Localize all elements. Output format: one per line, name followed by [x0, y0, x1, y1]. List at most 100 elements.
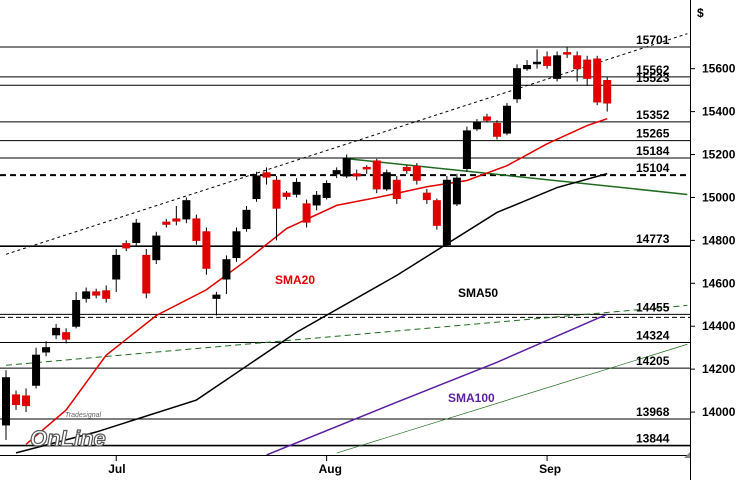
candle-body: [422, 192, 431, 201]
candle-body: [162, 221, 171, 225]
trendline: [5, 33, 688, 255]
candle-body: [322, 183, 331, 198]
candle-body: [32, 354, 41, 386]
moving-average: [266, 313, 608, 455]
candle-body: [172, 218, 181, 222]
candle-body: [22, 395, 31, 407]
candle-body: [503, 105, 511, 134]
resize-handle: [684, 452, 690, 458]
level-label: 13844: [636, 432, 670, 446]
candle-body: [392, 179, 401, 200]
candle-body: [332, 170, 341, 175]
candle-body: [72, 299, 81, 327]
candle-body: [262, 172, 271, 178]
level-label: 13968: [636, 405, 670, 419]
y-tick-label: 15000: [702, 190, 736, 204]
x-tick-label: Sep: [539, 462, 561, 476]
moving-average: [15, 172, 608, 454]
candle-body: [523, 64, 532, 70]
trendline: [346, 157, 688, 196]
candle-body: [533, 61, 542, 65]
candle-body: [112, 254, 121, 280]
candle-body: [2, 377, 10, 426]
level-label: 15352: [636, 108, 670, 122]
trendline: [336, 343, 688, 454]
y-tick-label: 14800: [702, 233, 736, 247]
candle-body: [42, 347, 51, 353]
candle-body: [142, 254, 151, 294]
candle-body: [82, 291, 91, 299]
candle-body: [192, 218, 201, 241]
candle-body: [553, 55, 562, 79]
series-label: SMA100: [448, 391, 495, 405]
candle-body: [472, 121, 481, 130]
watermark-brand: Tradesignal: [65, 412, 102, 419]
watermark-text: OnLine: [30, 426, 106, 451]
series-label: SMA20: [275, 273, 315, 287]
level-label: 15104: [636, 161, 670, 175]
candle-body: [432, 200, 441, 226]
y-axis-label: $: [697, 6, 704, 20]
series-label: SMA50: [458, 286, 498, 300]
candle-body: [412, 165, 421, 181]
candle-body: [402, 166, 411, 172]
y-tick-label: 14000: [702, 405, 736, 419]
candle-body: [232, 231, 241, 259]
candle-body: [292, 181, 301, 195]
candle-body: [152, 235, 161, 261]
candle-body: [62, 332, 71, 340]
plot-area: [0, 33, 690, 455]
x-tick-label: Aug: [319, 462, 342, 476]
level-label: 14205: [636, 354, 670, 368]
candle-body: [52, 327, 61, 336]
candle-body: [302, 203, 311, 223]
level-label: 15184: [636, 144, 670, 158]
candle-body: [12, 394, 21, 406]
candle-body: [452, 177, 461, 205]
level-label: 15701: [636, 33, 670, 47]
candle-body: [603, 79, 612, 104]
candle-body: [282, 192, 291, 197]
level-label: 15523: [636, 71, 670, 85]
x-tick-label: Jul: [108, 462, 125, 476]
level-label: 14773: [636, 232, 670, 246]
candle-body: [242, 209, 251, 230]
candle-body: [593, 58, 602, 103]
candle-body: [382, 172, 391, 190]
candle-body: [573, 55, 582, 70]
candle-body: [182, 200, 191, 220]
candle-body: [563, 52, 572, 55]
candle-body: [132, 222, 141, 244]
level-label: 14455: [636, 300, 670, 314]
candle-body: [543, 56, 552, 66]
candle-body: [122, 243, 131, 249]
candle-body: [372, 160, 381, 190]
candle-body: [312, 194, 321, 206]
candle-body: [462, 130, 471, 169]
candle-body: [492, 122, 501, 137]
trendline: [5, 304, 688, 366]
level-label: 14324: [636, 329, 670, 343]
candle-body: [362, 166, 371, 170]
candle-body: [583, 59, 592, 79]
candle-body: [513, 68, 522, 100]
candle-body: [272, 179, 281, 209]
y-tick-label: 15600: [702, 62, 736, 76]
candle-body: [482, 116, 491, 121]
level-label: 15265: [636, 127, 670, 141]
moving-average: [25, 117, 608, 445]
candle-body: [92, 291, 101, 296]
level-label: 15562: [636, 63, 670, 77]
y-tick-label: 14200: [702, 362, 736, 376]
candle-body: [222, 259, 231, 280]
y-tick-label: 14600: [702, 276, 736, 290]
y-tick-label: 15200: [702, 148, 736, 162]
candle-body: [212, 294, 221, 299]
candle-body: [342, 158, 351, 177]
y-tick-label: 15400: [702, 105, 736, 119]
candle-body: [252, 175, 261, 200]
y-tick-label: 14400: [702, 319, 736, 333]
candle-body: [102, 290, 111, 299]
